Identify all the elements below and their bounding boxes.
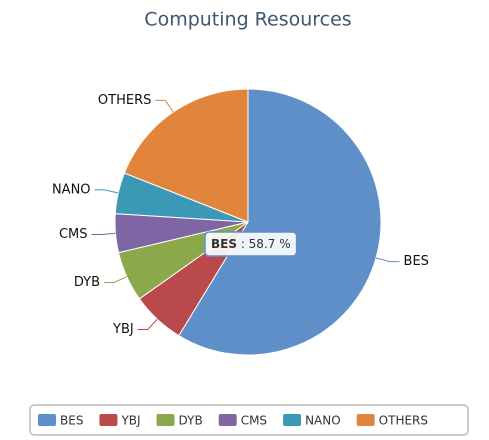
connector [375,257,400,263]
legend-box [29,404,469,436]
legend-label: YBJ [120,414,140,428]
legend-swatch [156,414,175,426]
connector [137,318,158,330]
legend-swatch [283,414,302,426]
tooltip-name: BES [211,237,237,251]
legend-label: BES [60,414,83,428]
legend-swatch [218,414,237,426]
slice-label: NANO [52,182,91,197]
slice-label: DYB [74,275,100,290]
chart-title: Computing Resources [144,9,351,31]
slice-label: OTHERS [98,93,151,108]
tooltip-sep: : [237,237,249,251]
tooltip-text: BES : 58.7 % [211,237,291,251]
connector [104,276,127,283]
legend-label: NANO [305,414,341,428]
slice-label: BES [404,254,429,269]
tooltip-value: 58.7 % [249,237,291,251]
legend-label: OTHERS [379,414,428,428]
pie [114,88,382,356]
slice-labels: BES YBJ DYB CMS NANO OTHERS [52,93,429,337]
tooltip-box [204,231,298,257]
legend-swatch [99,414,118,426]
pie-slice [123,88,249,223]
legend-swatch [38,414,56,426]
connector [94,189,119,194]
legend-swatch [356,414,375,426]
connector [91,232,116,235]
connector [155,99,174,113]
tooltip: BES : 58.7 % [204,231,298,257]
legend-label: DYB [179,414,203,428]
legend-label: CMS [241,414,267,428]
pie-slice [178,88,382,356]
slice-label: CMS [59,227,88,242]
slice-label: YBJ [112,322,134,337]
legend: BES YBJ DYB CMS NANO OTHERS [38,414,428,428]
